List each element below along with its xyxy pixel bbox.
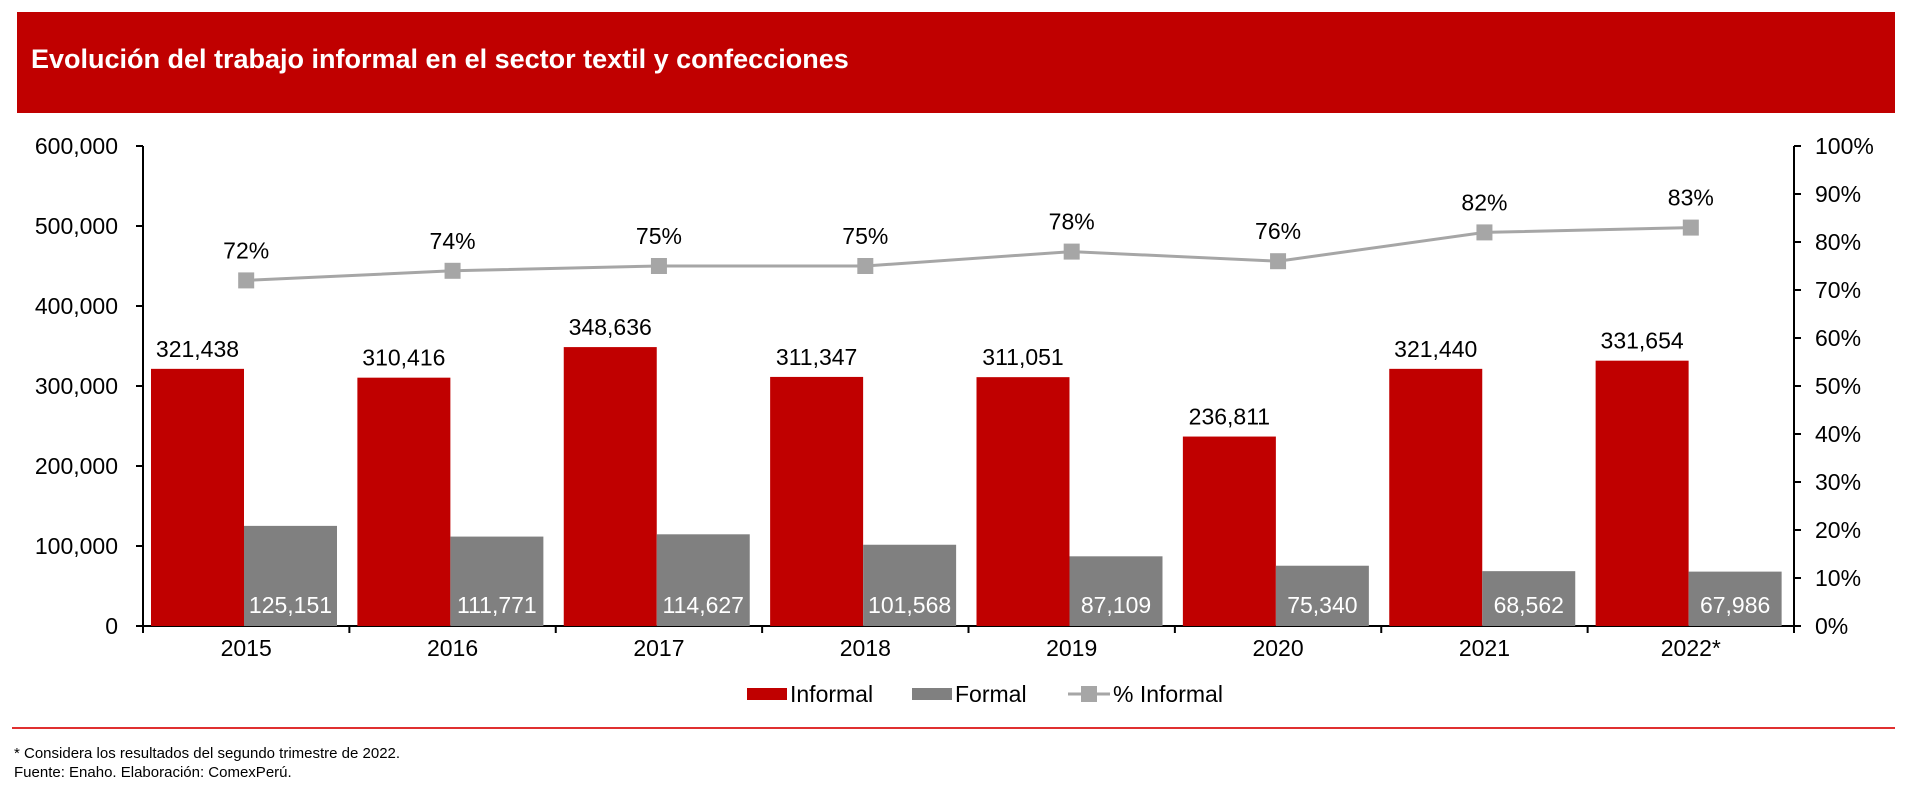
formal-data-label: 67,986 xyxy=(1700,592,1770,618)
x-tick-label: 2021 xyxy=(1459,635,1510,661)
percent-informal-line xyxy=(246,226,1691,282)
legend-informal-swatch xyxy=(747,688,787,700)
legend-informal-label: Informal xyxy=(790,681,873,707)
percent-data-label: 75% xyxy=(636,223,682,249)
formal-data-label: 114,627 xyxy=(663,592,744,618)
footnote: * Considera los resultados del segundo t… xyxy=(14,745,401,762)
x-tick-label: 2015 xyxy=(221,635,272,661)
informal-data-label: 311,347 xyxy=(776,344,857,370)
informal-data-label: 331,654 xyxy=(1601,328,1684,354)
percent-data-label: 82% xyxy=(1461,189,1507,215)
footer-divider xyxy=(12,727,1895,729)
x-tick-label: 2016 xyxy=(427,635,478,661)
formal-data-label: 75,340 xyxy=(1287,592,1357,618)
right-tick-label: 10% xyxy=(1815,565,1861,591)
informal-data-label: 321,438 xyxy=(156,336,239,362)
right-tick-label: 0% xyxy=(1815,613,1848,639)
informal-bar xyxy=(1182,436,1276,626)
informal-bar xyxy=(357,377,451,626)
formal-data-label: 87,109 xyxy=(1081,592,1151,618)
legend-percent-marker xyxy=(1081,686,1097,702)
right-tick-label: 80% xyxy=(1815,229,1861,255)
informal-data-label: 321,440 xyxy=(1394,336,1477,362)
x-tick-label: 2022* xyxy=(1661,635,1721,661)
formal-data-label: 101,568 xyxy=(868,592,951,618)
formal-bar xyxy=(1069,556,1163,626)
left-tick-label: 100,000 xyxy=(35,533,118,559)
percent-data-label: 76% xyxy=(1255,218,1301,244)
informal-bar xyxy=(1595,360,1689,626)
percent-informal-marker xyxy=(1682,219,1699,236)
informal-bar xyxy=(1389,368,1483,626)
right-tick-label: 40% xyxy=(1815,421,1861,447)
left-tick-label: 400,000 xyxy=(35,293,118,319)
formal-bar xyxy=(244,525,337,626)
right-tick-label: 100% xyxy=(1815,133,1874,159)
informal-bar xyxy=(151,368,244,626)
right-tick-label: 60% xyxy=(1815,325,1861,351)
formal-bar xyxy=(1482,571,1576,626)
informal-bar xyxy=(770,376,864,626)
right-tick-label: 50% xyxy=(1815,373,1861,399)
percent-informal-marker xyxy=(650,258,667,274)
percent-informal-marker xyxy=(444,262,461,279)
left-tick-label: 600,000 xyxy=(35,133,118,159)
percent-data-label: 74% xyxy=(430,228,476,254)
formal-data-label: 68,562 xyxy=(1494,592,1564,618)
percent-data-label: 72% xyxy=(223,237,269,263)
right-tick-label: 30% xyxy=(1815,469,1861,495)
informal-data-label: 348,636 xyxy=(569,314,652,340)
percent-informal-marker xyxy=(1270,253,1287,270)
informal-bar xyxy=(976,377,1070,626)
formal-bar xyxy=(656,534,750,626)
formal-data-label: 111,771 xyxy=(457,592,537,618)
left-tick-label: 0 xyxy=(105,613,118,639)
legend-formal-swatch xyxy=(912,688,952,700)
formal-data-label: 125,151 xyxy=(249,592,332,618)
chart-header: Evolución del trabajo informal en el sec… xyxy=(17,12,1895,113)
right-tick-label: 70% xyxy=(1815,277,1861,303)
chart-title: Evolución del trabajo informal en el sec… xyxy=(31,44,849,74)
informal-data-label: 310,416 xyxy=(362,345,445,371)
percent-informal-marker xyxy=(1476,224,1493,241)
percent-informal-marker xyxy=(238,272,255,289)
legend-formal-label: Formal xyxy=(955,681,1027,707)
right-tick-label: 20% xyxy=(1815,517,1861,543)
right-tick-label: 90% xyxy=(1815,181,1861,207)
formal-bar xyxy=(1275,565,1369,626)
percent-data-label: 83% xyxy=(1668,185,1714,211)
formal-bar xyxy=(1688,571,1782,626)
informal-data-label: 311,051 xyxy=(982,344,1063,370)
informal-data-label: 236,811 xyxy=(1189,404,1270,430)
x-tick-label: 2017 xyxy=(633,635,684,661)
x-tick-label: 2018 xyxy=(840,635,891,661)
percent-data-label: 78% xyxy=(1049,209,1095,235)
percent-informal-marker xyxy=(857,258,874,274)
source-note: Fuente: Enaho. Elaboración: ComexPerú. xyxy=(14,764,292,781)
legend-percent-label: % Informal xyxy=(1113,681,1223,707)
formal-bar xyxy=(863,544,957,626)
formal-bar xyxy=(450,536,544,626)
x-tick-label: 2019 xyxy=(1046,635,1097,661)
x-tick-label: 2020 xyxy=(1252,635,1303,661)
left-tick-label: 300,000 xyxy=(35,373,118,399)
percent-data-label: 75% xyxy=(842,223,888,249)
left-tick-label: 200,000 xyxy=(35,453,118,479)
left-tick-label: 500,000 xyxy=(35,213,118,239)
informal-bar xyxy=(563,347,657,626)
percent-informal-marker xyxy=(1063,243,1080,260)
